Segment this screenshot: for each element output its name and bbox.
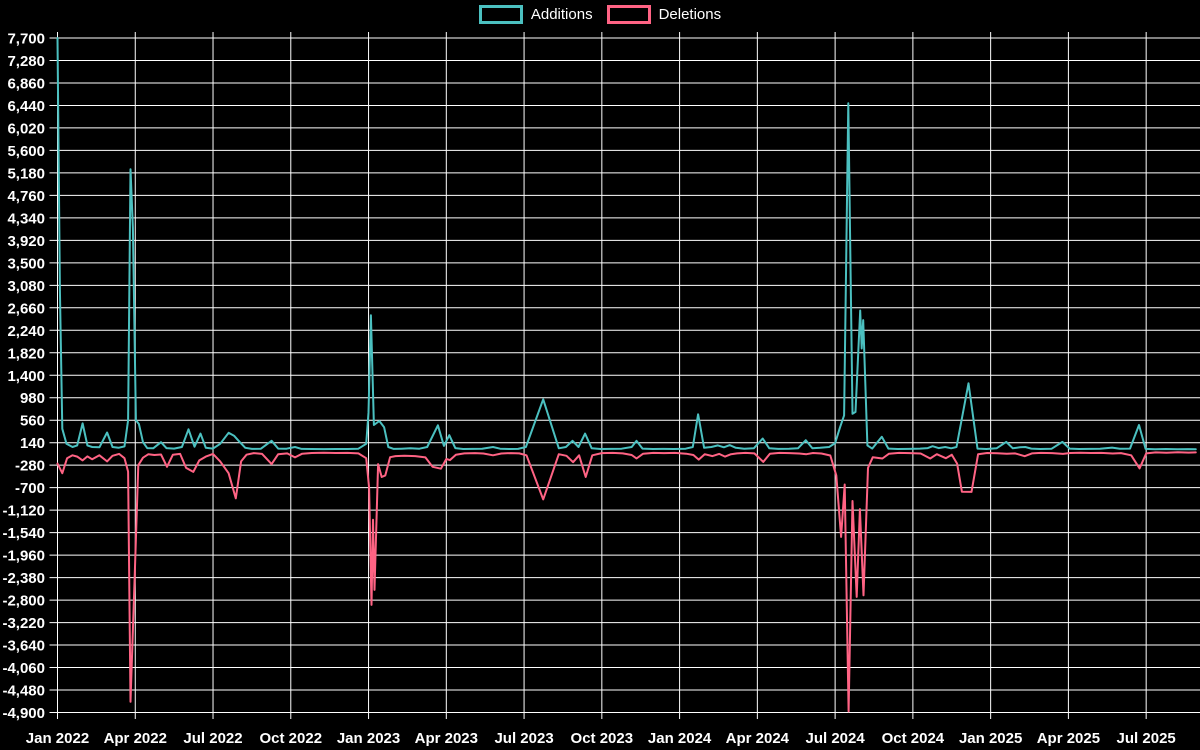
y-tick-label: 140 [20, 435, 45, 452]
y-tick-label: 6,860 [7, 75, 45, 92]
deletions-line [56, 451, 1197, 713]
x-tick-label: Apr 2025 [1037, 730, 1100, 747]
y-tick-label: 4,340 [7, 210, 45, 227]
legend-box-additions-icon [478, 5, 523, 24]
y-tick-label: -4,480 [2, 683, 45, 700]
legend-label-deletions: Deletions [658, 5, 722, 23]
y-tick-label: -4,060 [2, 660, 45, 677]
x-tick-label: Jul 2023 [494, 730, 553, 747]
x-tick-label: Jul 2022 [183, 730, 242, 747]
y-tick-label: -3,640 [2, 638, 45, 655]
y-tick-label: -1,960 [2, 548, 45, 565]
y-tick-label: 3,080 [7, 278, 45, 295]
y-tick-label: 4,760 [7, 188, 45, 205]
y-tick-label: 5,600 [7, 143, 45, 160]
legend-box-deletions-icon [606, 5, 651, 24]
y-tick-label: -2,380 [2, 570, 45, 587]
y-tick-label: 1,820 [7, 345, 45, 362]
y-tick-label: 6,440 [7, 98, 45, 115]
y-tick-label: -4,900 [2, 705, 45, 722]
y-tick-label: -700 [15, 480, 45, 497]
x-tick-label: Jul 2024 [806, 730, 866, 747]
y-tick-label: 7,700 [7, 31, 45, 48]
legend-item-additions[interactable]: Additions [478, 5, 593, 24]
legend-label-additions: Additions [530, 5, 593, 23]
x-tick-label: Oct 2024 [882, 730, 945, 747]
x-tick-label: Jan 2024 [648, 730, 712, 747]
y-tick-label: 1,400 [7, 368, 45, 385]
y-tick-label: 6,020 [7, 120, 45, 137]
y-tick-label: 2,660 [7, 300, 45, 317]
x-tick-label: Apr 2022 [104, 730, 167, 747]
y-tick-label: -1,540 [2, 525, 45, 542]
y-tick-label: 3,920 [7, 233, 45, 250]
x-tick-label: Jan 2022 [26, 730, 89, 747]
y-tick-label: 2,240 [7, 323, 45, 340]
y-tick-label: 5,180 [7, 165, 45, 182]
y-tick-label: -280 [15, 458, 45, 475]
y-tick-label: 980 [20, 390, 45, 407]
y-tick-label: 560 [20, 413, 45, 430]
x-tick-label: Apr 2023 [415, 730, 478, 747]
chart-legend: Additions Deletions [0, 5, 1200, 24]
y-tick-label: -1,120 [2, 503, 45, 520]
x-tick-label: Jan 2025 [959, 730, 1022, 747]
x-tick-label: Jan 2023 [337, 730, 400, 747]
x-tick-label: Oct 2023 [571, 730, 634, 747]
y-tick-label: 3,500 [7, 255, 45, 272]
y-tick-label: -3,220 [2, 615, 45, 632]
y-tick-label: 7,280 [7, 53, 45, 70]
additions-line [56, 37, 1197, 451]
x-tick-label: Apr 2024 [726, 730, 790, 747]
legend-item-deletions[interactable]: Deletions [606, 5, 722, 24]
y-tick-label: -2,800 [2, 593, 45, 610]
x-tick-label: Jul 2025 [1117, 730, 1176, 747]
x-tick-label: Oct 2022 [260, 730, 323, 747]
